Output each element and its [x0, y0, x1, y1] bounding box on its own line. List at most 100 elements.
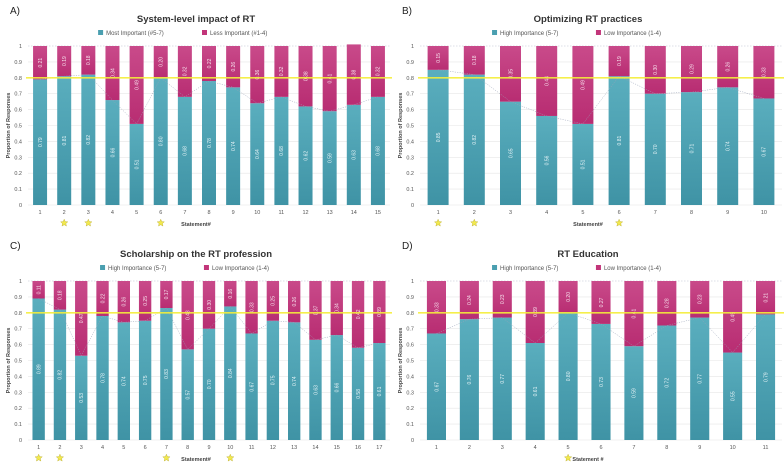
x-tick-label: 2: [63, 210, 66, 216]
x-tick-label: 11: [249, 445, 255, 451]
data-label-low: 0.35: [508, 69, 514, 79]
x-tick-label: 8: [186, 445, 189, 451]
data-label-low: 0.22: [100, 293, 106, 303]
bar-group-statement-13: 0.590.41: [322, 46, 337, 205]
bar-high-importance: [591, 323, 611, 440]
bar-high-importance: [608, 76, 630, 206]
data-label-high: 0.65: [508, 148, 514, 158]
bar-group-statement-9: 0.77 0.23: [690, 281, 710, 440]
data-label-high: 0.67: [249, 382, 255, 392]
data-label-high: 0.75: [271, 375, 277, 385]
bar-high-importance: [160, 308, 173, 440]
bar-low-importance: [536, 46, 558, 116]
bar-low-importance: [53, 281, 67, 310]
bar-high-importance: [181, 349, 194, 440]
data-label-high: 0.61: [533, 386, 539, 396]
x-tick-label: 8: [665, 445, 668, 451]
bar-group-statement-9: 0.70 0.30: [202, 281, 216, 440]
bar-group-statement-7: 0.70 0.30: [644, 46, 666, 205]
x-tick-label: 4: [534, 445, 537, 451]
x-axis-label: Statement#: [181, 457, 211, 463]
bar-low-importance: [351, 281, 365, 348]
bar-high-importance: [105, 100, 120, 205]
y-tick-label: 0.7: [14, 92, 22, 98]
star-icon: [614, 218, 624, 227]
x-tick-label: 10: [227, 445, 233, 451]
data-label-low: 0.23: [698, 294, 704, 304]
data-label-low: 0.20: [566, 292, 572, 302]
y-tick-label: 1: [411, 279, 414, 285]
x-axis-label: Statement#: [573, 222, 603, 228]
y-tick-label: 0.2: [406, 171, 414, 177]
bar-group-statement-10: 0.84 0.16: [224, 281, 237, 440]
bar-low-importance: [370, 46, 385, 97]
bar-high-importance: [129, 123, 144, 205]
bar-high-importance: [572, 123, 594, 205]
x-tick-label: 11: [763, 445, 769, 451]
bar-low-importance: [753, 46, 775, 99]
chart-optimizing-rt-practices: Optimizing RT practices High Importance (…: [398, 14, 784, 228]
y-tick-label: 0.1: [14, 422, 22, 428]
y-axis-label: Proportion of Responses: [398, 328, 404, 394]
data-label-low: 0.33: [434, 302, 440, 312]
y-tick-label: 0.2: [14, 171, 22, 177]
y-tick-label: 0: [411, 438, 414, 444]
data-label-high: 0.66: [110, 147, 116, 157]
bar-high-importance: [153, 77, 168, 205]
bar-group-statement-6: 0.75 0.25: [138, 281, 152, 440]
data-label-low: 0.38: [303, 71, 309, 81]
x-tick-label: 2: [58, 445, 61, 451]
data-label-high: 0.63: [313, 385, 319, 395]
data-label-high: 0.64: [255, 149, 261, 159]
trend-line: [438, 69, 764, 125]
data-label-high: 0.78: [207, 138, 213, 148]
chart-rt-education: RT Education High Importance (5-7) Low Imp…: [398, 249, 784, 463]
x-tick-label: 6: [618, 210, 621, 216]
bar-low-importance: [129, 46, 144, 124]
bar-high-importance: [202, 80, 216, 205]
legend-swatch-low: [202, 30, 207, 35]
y-axis-label: Proportion of Responses: [398, 93, 404, 159]
legend-label-high: High Importance (5-7): [108, 266, 166, 272]
data-label-high: 0.67: [762, 147, 768, 157]
legend: High Importance (5-7) Low Importance (1-4…: [492, 30, 661, 37]
data-label-low: 0.34: [110, 68, 116, 78]
x-tick-label: 13: [327, 210, 333, 216]
data-label-high: 0.66: [335, 382, 341, 392]
bar-high-importance: [373, 343, 386, 440]
bar-high-importance: [33, 79, 48, 205]
x-tick-label: 16: [355, 445, 361, 451]
data-label-low: 0.42: [356, 309, 362, 319]
data-label-low: 0.32: [279, 66, 285, 76]
y-tick-label: 0.9: [406, 295, 414, 301]
data-label-low: 0.49: [134, 80, 140, 90]
data-label-low: 0.36: [255, 70, 261, 80]
bar-group-statement-7: 0.83 0.17: [160, 281, 173, 440]
bar-high-importance: [32, 298, 45, 440]
legend-label-high: High Importance (5-7): [500, 266, 558, 272]
x-tick-label: 9: [698, 445, 701, 451]
data-label-high: 0.82: [472, 135, 478, 145]
x-tick-label: 9: [232, 210, 235, 216]
bar-high-importance: [723, 352, 743, 440]
data-label-low: 0.26: [726, 62, 732, 72]
x-tick-label: 12: [270, 445, 276, 451]
data-label-high: 0.80: [159, 136, 165, 146]
x-tick-label: 1: [437, 210, 440, 216]
data-label-low: 0.22: [207, 58, 213, 68]
data-label-low: 0.19: [617, 56, 623, 66]
data-label-high: 0.80: [566, 371, 572, 381]
y-tick-label: 0.5: [406, 359, 414, 365]
y-tick-label: 0.3: [14, 390, 22, 396]
bar-high-importance: [427, 69, 449, 205]
data-label-high: 0.70: [207, 379, 213, 389]
bar-low-importance: [224, 281, 237, 307]
bar-group-statement-17: 0.61 0.39: [373, 281, 386, 440]
bar-high-importance: [426, 333, 446, 440]
x-tick-label: 6: [599, 445, 602, 451]
y-tick-label: 0.3: [14, 155, 22, 161]
chart-title: Optimizing RT practices: [534, 14, 643, 25]
x-tick-label: 7: [165, 445, 168, 451]
data-label-low: 0.30: [207, 300, 213, 310]
y-tick-label: 1: [19, 44, 22, 50]
